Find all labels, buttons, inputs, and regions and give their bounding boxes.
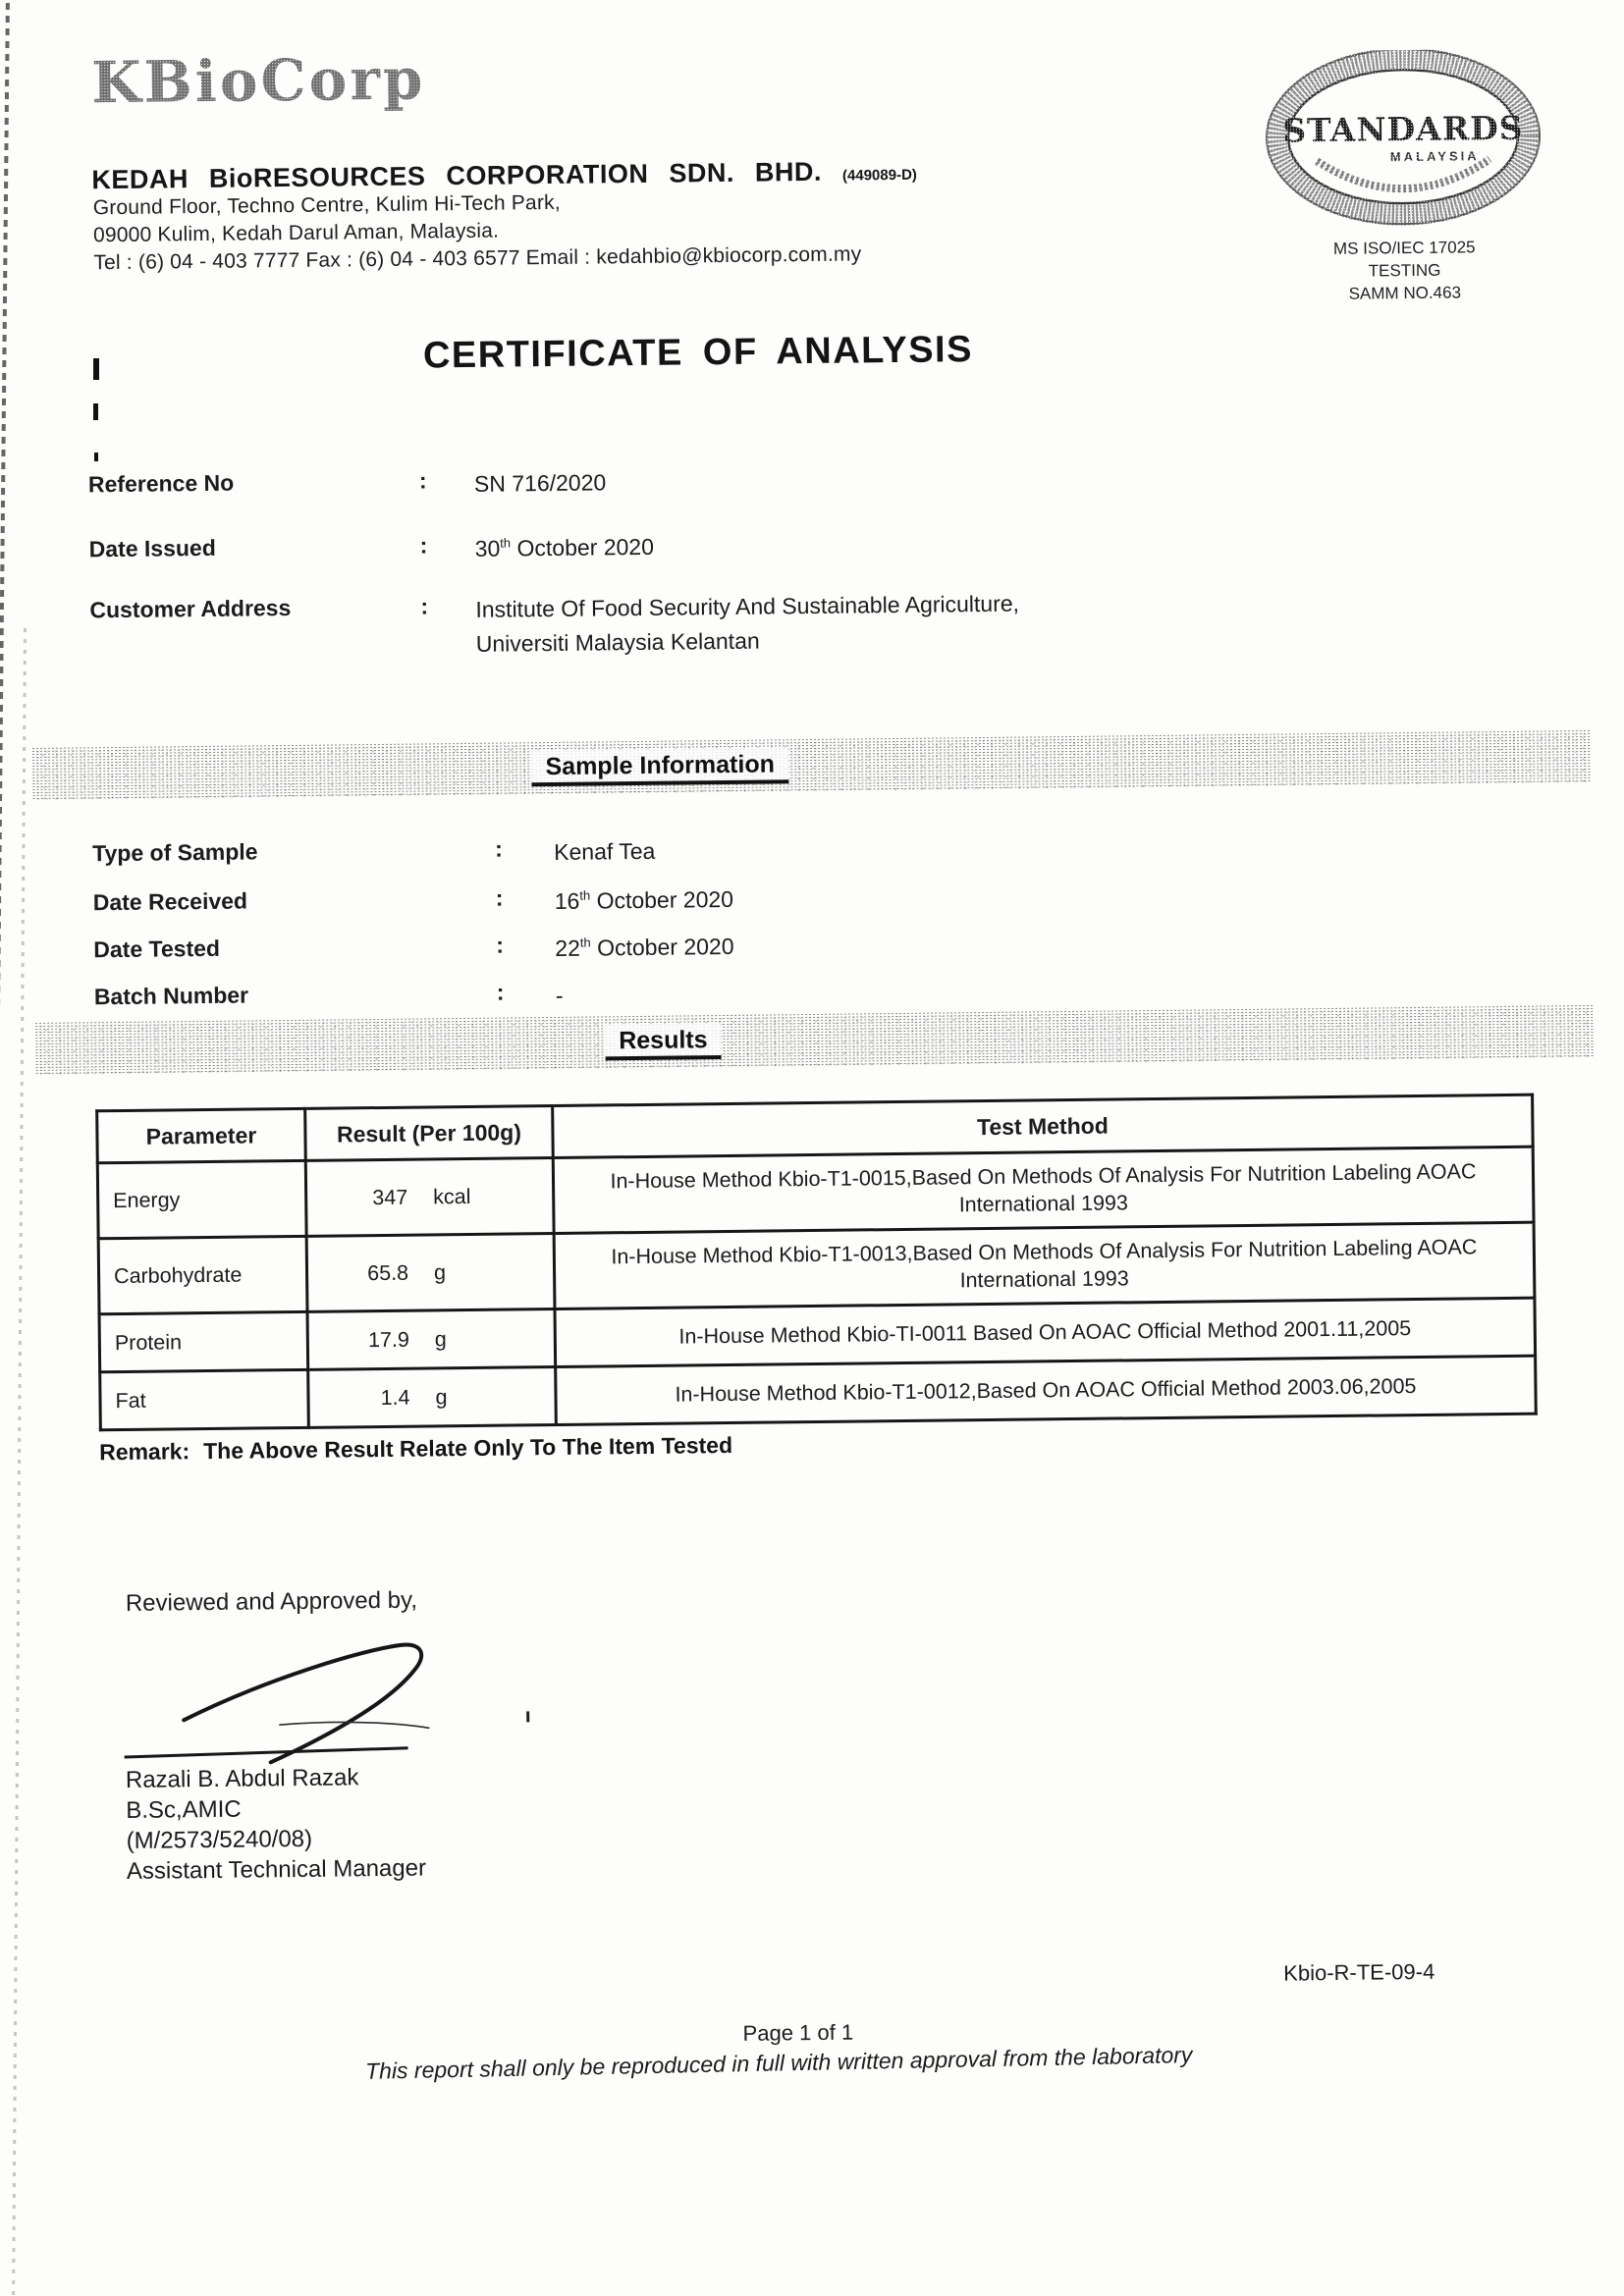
scan-speck <box>93 403 98 420</box>
signatory-name: Razali B. Abdul Razak <box>125 1764 359 1793</box>
ordinal-suffix: th <box>500 535 512 551</box>
reference-no-label: Reference No <box>87 469 235 498</box>
signatory-block: Razali B. Abdul Razak B.Sc,AMIC (M/2573/… <box>126 1762 426 1887</box>
ordinal-suffix: th <box>579 934 591 950</box>
signatory-title: Assistant Technical Manager <box>126 1854 427 1885</box>
column-header-parameter: Parameter <box>96 1108 306 1163</box>
customer-address-value: Institute Of Food Security And Sustainab… <box>475 587 1019 661</box>
date-issued-label: Date Issued <box>88 534 216 562</box>
result-cell: 347 kcal <box>305 1157 555 1237</box>
date-issued-row: Date Issued : 30th October 2020 <box>89 530 655 570</box>
svg-text:STANDARDS: STANDARDS <box>1282 109 1524 150</box>
date-issued-value: 30th October 2020 <box>474 533 655 561</box>
reference-no-row: Reference No : SN 716/2020 <box>88 465 607 505</box>
pen-mark <box>526 1711 530 1723</box>
date-received-label: Date Received <box>92 887 248 916</box>
accreditation-number: SAMM NO.463 <box>1348 283 1462 303</box>
customer-address-row: Customer Address : Institute Of Food Sec… <box>89 587 1019 666</box>
date-tested-row: Date Tested : 22th October 2020 <box>93 930 734 971</box>
colon: : <box>495 884 504 911</box>
result-cell: 65.8 g <box>306 1233 555 1312</box>
document-code: Kbio-R-TE-09-4 <box>1283 1958 1435 1986</box>
ordinal-suffix: th <box>579 887 591 903</box>
colon: : <box>418 467 427 494</box>
page-title: CERTIFICATE OF ANALYSIS <box>422 329 974 377</box>
test-method-cell: In-House Method Kbio-T1-0013,Based On Me… <box>554 1222 1535 1309</box>
remark-line: Remark: The Above Result Relate Only To T… <box>99 1432 732 1466</box>
date-tested-value: 22th October 2020 <box>555 933 734 961</box>
type-of-sample-row: Type of Sample : Kenaf Tea <box>92 834 656 875</box>
remark-label: Remark: <box>98 1438 190 1466</box>
company-registration-number: (449089-D) <box>841 166 917 185</box>
parameter-cell: Carbohydrate <box>98 1236 308 1314</box>
svg-text:MALAYSIA: MALAYSIA <box>1390 148 1480 164</box>
parameter-cell: Energy <box>97 1160 307 1239</box>
colon: : <box>420 593 429 619</box>
accreditation-text: MS ISO/IEC 17025 TESTING SAMM NO.463 <box>1247 236 1562 306</box>
result-cell: 17.9 g <box>307 1308 556 1370</box>
signatory-membership: (M/2573/5240/08) <box>126 1825 313 1854</box>
test-method-cell: In-House Method Kbio-T1-0012,Based On AO… <box>555 1356 1537 1425</box>
company-address-line2: 09000 Kulim, Kedah Darul Aman, Malaysia. <box>92 219 500 247</box>
date-tested-label: Date Tested <box>93 934 221 963</box>
result-cell: 1.4 g <box>307 1366 557 1428</box>
signature-icon <box>124 1642 430 1765</box>
batch-number-label: Batch Number <box>93 982 249 1010</box>
company-name-line: KEDAH BioRESOURCES CORPORATION SDN. BHD.… <box>91 156 917 196</box>
colon: : <box>496 979 505 1005</box>
colon: : <box>419 532 428 559</box>
colon: : <box>495 835 503 862</box>
test-method-cell: In-House Method Kbio-T1-0015,Based On Me… <box>553 1147 1535 1234</box>
sample-information-heading: Sample Information <box>531 746 789 786</box>
results-table: Parameter Result (Per 100g) Test Method … <box>95 1094 1538 1432</box>
customer-address-label: Customer Address <box>89 595 292 623</box>
standards-malaysia-seal-icon: STANDARDS MALAYSIA <box>1265 47 1542 234</box>
batch-number-row: Batch Number : - <box>94 979 564 1018</box>
customer-address-line2: Universiti Malaysia Kelantan <box>475 627 760 657</box>
sample-information-band: Sample Information <box>30 728 1592 801</box>
type-of-sample-label: Type of Sample <box>92 838 258 867</box>
batch-number-value: - <box>555 982 564 1008</box>
parameter-cell: Fat <box>99 1369 309 1430</box>
customer-address-line1: Institute Of Food Security And Sustainab… <box>475 590 1020 622</box>
colon: : <box>496 932 505 958</box>
parameter-cell: Protein <box>99 1311 308 1372</box>
company-contact-line: Tel : (6) 04 - 403 7777 Fax : (6) 04 - 4… <box>93 242 862 275</box>
column-header-result: Result (Per 100g) <box>304 1105 554 1161</box>
company-address-line1: Ground Floor, Techno Centre, Kulim Hi-Te… <box>92 190 561 220</box>
company-name: KEDAH BioRESOURCES CORPORATION SDN. BHD. <box>91 156 823 195</box>
scan-speck <box>93 358 99 380</box>
scan-speck <box>94 453 98 461</box>
date-received-row: Date Received : 16th October 2020 <box>93 882 734 924</box>
date-received-value: 16th October 2020 <box>554 885 734 914</box>
results-heading: Results <box>605 1022 722 1060</box>
company-logo-text: KBioCorp <box>90 45 426 117</box>
type-of-sample-value: Kenaf Tea <box>554 837 656 865</box>
remark-text: The Above Result Relate Only To The Item… <box>203 1431 733 1465</box>
reference-no-value: SN 716/2020 <box>473 469 607 497</box>
signatory-qualification: B.Sc,AMIC <box>126 1795 242 1824</box>
accreditation-seal: STANDARDS MALAYSIA MS ISO/IEC 17025 TEST… <box>1245 47 1562 306</box>
